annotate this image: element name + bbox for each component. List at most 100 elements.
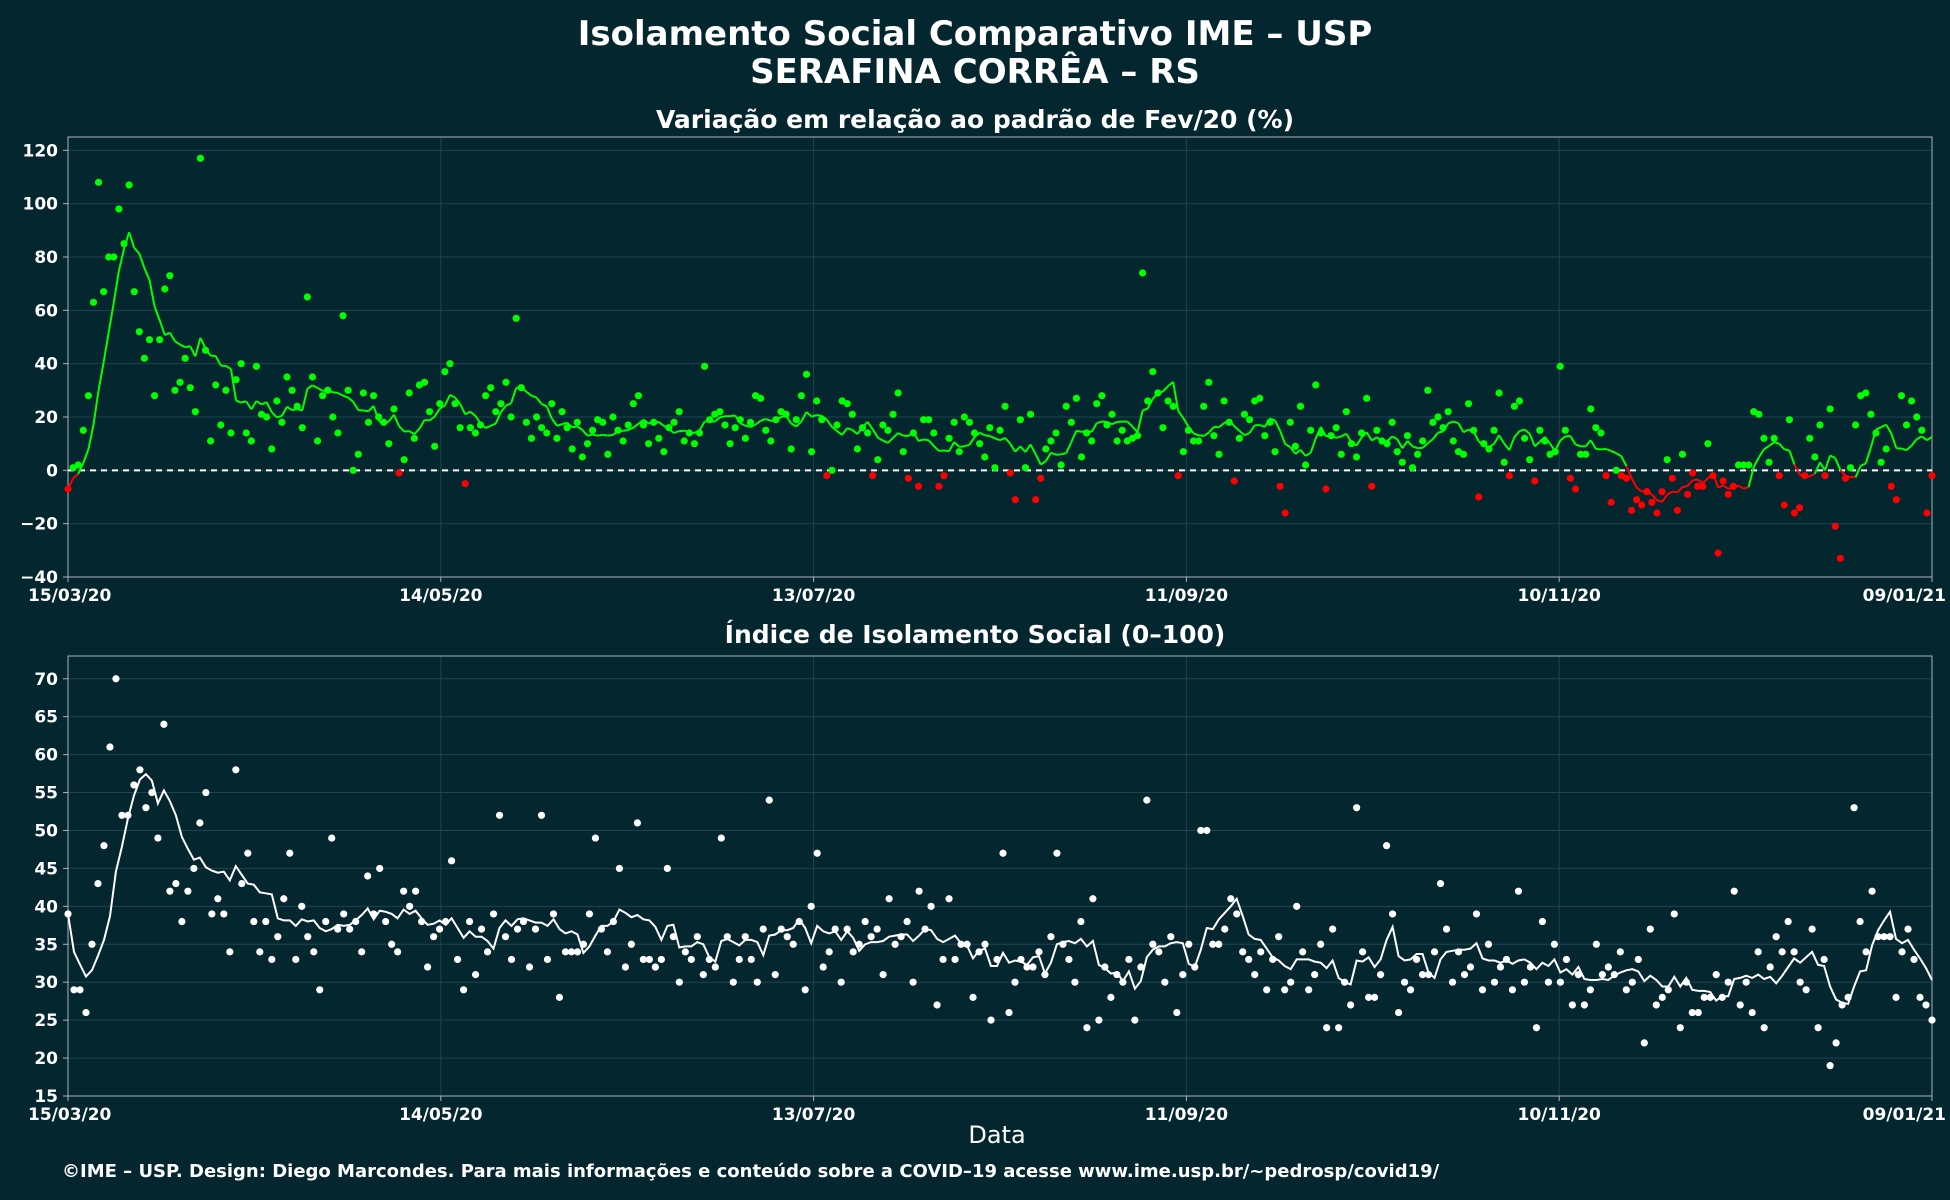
moving-average-segment xyxy=(72,473,79,480)
x-tick-label: 15/03/20 xyxy=(28,586,112,606)
data-point xyxy=(94,178,103,186)
data-point xyxy=(543,955,552,964)
data-point xyxy=(825,948,833,956)
data-point xyxy=(507,413,515,421)
data-point xyxy=(963,940,971,948)
moving-average-segment xyxy=(225,365,232,370)
moving-average-segment xyxy=(367,405,375,412)
data-point xyxy=(987,1016,995,1024)
data-point xyxy=(863,429,872,437)
data-point xyxy=(1682,978,1690,986)
moving-average-segment xyxy=(1396,438,1404,449)
data-point xyxy=(304,933,312,941)
data-point xyxy=(1047,437,1055,445)
x-axis-label: Data xyxy=(968,1121,1025,1149)
data-point xyxy=(172,879,180,888)
data-point xyxy=(1347,440,1356,448)
data-point xyxy=(960,413,968,421)
data-point xyxy=(1305,986,1313,994)
data-point xyxy=(690,440,699,448)
data-point xyxy=(70,986,78,994)
data-point xyxy=(537,811,546,819)
y-tick-label: 70 xyxy=(34,670,58,690)
data-point xyxy=(1011,978,1019,986)
data-point xyxy=(717,834,725,842)
data-point xyxy=(1576,450,1585,458)
data-point xyxy=(996,426,1004,434)
data-point xyxy=(1694,1008,1702,1017)
moving-average-segment xyxy=(337,392,344,397)
data-point xyxy=(741,933,749,941)
data-point xyxy=(1928,1016,1936,1024)
data-point xyxy=(178,917,186,926)
data-point xyxy=(328,834,336,842)
x-tick-label: 13/07/20 xyxy=(772,1105,856,1125)
data-point xyxy=(1502,955,1511,964)
data-point xyxy=(1137,963,1145,971)
data-point xyxy=(1490,978,1499,986)
moving-average-segment xyxy=(1860,462,1867,467)
moving-average-segment xyxy=(1773,441,1780,445)
y-tick-label: 65 xyxy=(34,708,58,728)
moving-average-segment xyxy=(1697,478,1704,485)
data-point xyxy=(227,429,235,437)
moving-average-segment xyxy=(1019,445,1027,453)
data-point xyxy=(82,1008,90,1017)
moving-average-segment xyxy=(750,423,756,428)
data-point xyxy=(1062,402,1070,410)
data-point xyxy=(292,955,300,964)
moving-average-segment xyxy=(1365,431,1373,442)
moving-average-segment xyxy=(541,403,548,408)
data-point xyxy=(1923,509,1931,517)
moving-average-segment xyxy=(989,435,996,440)
data-point xyxy=(1393,448,1401,456)
data-point xyxy=(1017,955,1025,964)
data-point xyxy=(975,948,983,956)
data-point xyxy=(1892,496,1900,504)
data-point xyxy=(1164,397,1172,405)
data-point xyxy=(346,925,354,933)
data-point xyxy=(1520,434,1529,442)
data-point xyxy=(1239,948,1247,956)
moving-average-segment xyxy=(128,231,136,249)
data-point xyxy=(675,978,683,986)
data-point xyxy=(1133,432,1142,440)
moving-average-segment xyxy=(138,253,146,269)
data-point xyxy=(1868,887,1876,895)
moving-average-segment xyxy=(1065,441,1073,454)
footer-credit: ©IME – USP. Design: Diego Marcondes. Par… xyxy=(62,1161,1440,1182)
data-point xyxy=(1790,509,1799,517)
data-point xyxy=(1587,405,1595,413)
data-point xyxy=(1459,450,1468,458)
moving-average-segment xyxy=(1534,441,1541,448)
data-point xyxy=(1312,381,1320,389)
data-point xyxy=(1772,933,1780,941)
data-point xyxy=(400,887,408,895)
data-point xyxy=(721,421,729,429)
data-point xyxy=(657,955,665,964)
data-point xyxy=(1850,804,1858,812)
data-point xyxy=(382,917,390,926)
data-point xyxy=(1816,421,1824,429)
data-point xyxy=(334,429,342,437)
data-point xyxy=(1627,506,1636,514)
moving-average-segment xyxy=(658,421,665,427)
moving-average-segment xyxy=(627,426,634,431)
data-point xyxy=(579,940,588,948)
data-point xyxy=(1928,472,1936,480)
moving-average-segment xyxy=(831,426,838,432)
data-point xyxy=(395,469,403,477)
moving-average-segment xyxy=(77,462,85,475)
data-point xyxy=(957,940,965,948)
data-point xyxy=(874,456,882,464)
data-point xyxy=(1856,917,1864,926)
data-point xyxy=(1904,925,1912,933)
moving-average-segment xyxy=(393,414,400,427)
data-point xyxy=(1029,963,1037,971)
data-point xyxy=(1357,429,1366,437)
x-tick-label: 09/01/21 xyxy=(1863,586,1946,606)
moving-average-segment xyxy=(1793,464,1801,475)
data-point xyxy=(425,408,434,416)
moving-average-segment xyxy=(1880,423,1887,429)
data-point xyxy=(1209,940,1217,948)
